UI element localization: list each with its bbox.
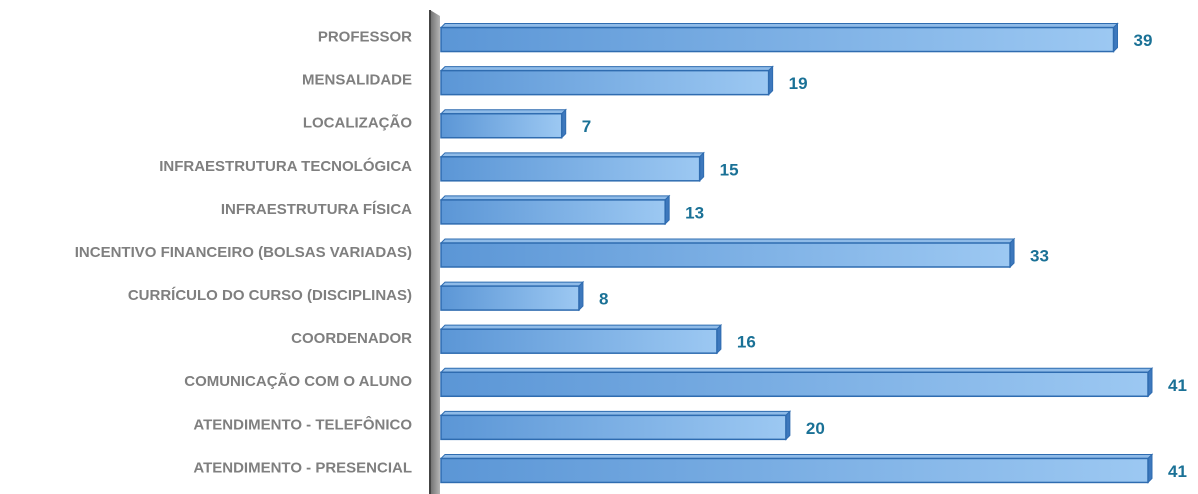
y-tick-label: INFRAESTRUTURA FÍSICA — [221, 201, 412, 218]
value-label: 41 — [1168, 376, 1187, 395]
value-label: 33 — [1030, 246, 1049, 265]
bar — [440, 242, 1011, 268]
y-tick-label: COMUNICAÇÃO COM O ALUNO — [184, 372, 412, 390]
y-tick-label: PROFESSOR — [318, 29, 412, 46]
y-tick-label: CURRÍCULO DO CURSO (DISCIPLINAS) — [128, 287, 412, 304]
bar — [440, 156, 701, 182]
y-tick-label: INFRAESTRUTURA TECNOLÓGICA — [159, 157, 412, 175]
y-tick-label: LOCALIZAÇÃO — [303, 114, 412, 132]
bar — [440, 199, 666, 225]
value-label: 13 — [685, 203, 704, 222]
y-tick-label: ATENDIMENTO - PRESENCIAL — [193, 459, 412, 476]
bar — [440, 414, 787, 441]
bar — [440, 457, 1149, 484]
bar — [440, 371, 1149, 398]
value-label: 8 — [599, 290, 608, 309]
value-label: 19 — [789, 74, 808, 93]
bar — [440, 328, 718, 354]
bar — [440, 112, 563, 139]
bar — [440, 69, 770, 96]
value-label: 15 — [720, 160, 739, 179]
bar — [440, 285, 580, 311]
value-label: 41 — [1168, 462, 1187, 481]
value-label: 20 — [806, 419, 825, 438]
y-tick-label: MENSALIDADE — [302, 72, 412, 89]
y-tick-label: COORDENADOR — [291, 330, 412, 347]
bar — [440, 26, 1115, 53]
axis-wall — [430, 10, 440, 494]
y-tick-label: ATENDIMENTO - TELEFÔNICO — [193, 415, 412, 433]
value-label: 16 — [737, 333, 756, 352]
y-tick-label: INCENTIVO FINANCEIRO (BOLSAS VARIADAS) — [75, 244, 412, 261]
value-label: 7 — [582, 117, 591, 136]
value-label: 39 — [1134, 31, 1153, 50]
